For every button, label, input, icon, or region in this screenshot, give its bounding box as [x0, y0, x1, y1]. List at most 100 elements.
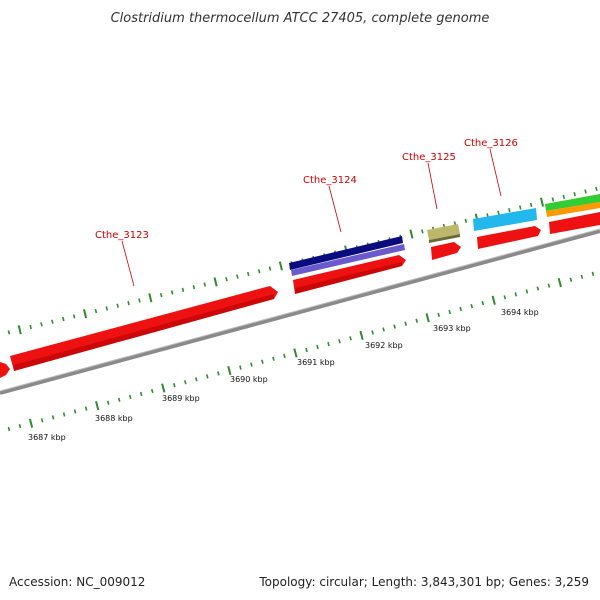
leader-cthe-3123: [121, 240, 135, 287]
lower-tick-minor: [7, 426, 11, 432]
upper-tick-minor: [29, 324, 32, 330]
cds-bar-cthe-3125-khaki[interactable]: [427, 224, 460, 240]
lower-tick-minor: [195, 377, 198, 382]
lower-tick-minor: [173, 383, 176, 388]
lower-tick-minor: [40, 418, 44, 423]
upper-tick-major: [83, 309, 88, 319]
kbp-label-3691: 3691 kbp: [297, 358, 335, 367]
upper-tick-minor: [225, 277, 228, 282]
lower-tick-minor: [470, 303, 474, 309]
accession-text: Accession: NC_009012: [9, 575, 145, 589]
upper-tick-minor: [51, 319, 54, 324]
lower-tick-track: [7, 271, 595, 432]
lower-tick-minor: [415, 318, 418, 323]
gene-label-cthe-3126[interactable]: Cthe_3126: [464, 138, 518, 149]
lower-tick-minor: [371, 330, 374, 335]
lower-tick-major: [557, 278, 562, 288]
gene-label-cthe-3125[interactable]: Cthe_3125: [402, 152, 456, 163]
gene-label-cthe-3123[interactable]: Cthe_3123: [95, 230, 149, 241]
genome-info-text: Topology: circular; Length: 3,843,301 bp…: [258, 575, 589, 589]
upper-tick-minor: [562, 194, 566, 199]
cds-bar-orange[interactable]: [546, 202, 600, 217]
cds-bar-green[interactable]: [545, 194, 600, 211]
lower-tick-major: [161, 383, 166, 393]
kbp-label-3690: 3690 kbp: [230, 375, 268, 384]
upper-tick-minor: [421, 229, 424, 234]
cds-bar-cthe-3125-khaki-base: [429, 234, 460, 243]
leader-cthe-3124: [328, 185, 342, 233]
gene-arrow-cthe-3123-shade: [14, 294, 274, 371]
upper-tick-major: [409, 229, 414, 239]
lower-tick-major: [95, 401, 100, 411]
upper-tick-minor: [497, 210, 500, 215]
upper-tick-minor: [105, 306, 109, 311]
upper-tick-minor: [247, 271, 250, 276]
cds-bar-cthe-3124-dark[interactable]: [289, 236, 403, 270]
lower-tick-minor: [547, 283, 551, 288]
upper-tick-minor: [138, 298, 141, 303]
kbp-label-3694: 3694 kbp: [501, 308, 539, 317]
upper-tick-minor: [94, 308, 98, 314]
lower-tick-minor: [459, 306, 462, 312]
upper-tick-minor: [584, 189, 587, 194]
kbp-label-3687: 3687 kbp: [28, 433, 66, 442]
upper-tick-minor: [127, 301, 130, 306]
leader-cthe-3125: [427, 162, 438, 210]
upper-tick-minor: [464, 218, 468, 223]
upper-tick-minor: [62, 316, 65, 322]
lower-tick-minor: [525, 289, 529, 294]
lower-tick-minor: [316, 344, 319, 350]
lower-tick-major: [359, 330, 364, 340]
gene-label-cthe-3124[interactable]: Cthe_3124: [303, 175, 357, 186]
lower-tick-major: [425, 313, 430, 323]
upper-tick-minor: [595, 186, 598, 191]
gene-track: [0, 194, 600, 378]
lower-tick-minor: [591, 271, 595, 277]
lower-tick-minor: [327, 342, 330, 347]
lower-tick-minor: [283, 353, 286, 359]
kbp-label-3693: 3693 kbp: [433, 324, 471, 333]
upper-tick-minor: [508, 208, 511, 213]
lower-tick-minor: [272, 356, 275, 361]
lower-tick-minor: [117, 397, 121, 402]
upper-tick-major: [17, 325, 22, 335]
lower-tick-minor: [150, 388, 154, 394]
upper-tick-minor: [7, 330, 11, 335]
kbp-tick-labels: 3687 kbp 3688 kbp 3689 kbp 3690 kbp 3691…: [28, 308, 539, 442]
upper-tick-major: [213, 277, 218, 287]
kbp-label-3689: 3689 kbp: [162, 394, 200, 403]
upper-tick-minor: [268, 266, 272, 271]
upper-tick-minor: [181, 287, 185, 292]
gene-arrow-cthe-3126[interactable]: [477, 226, 541, 249]
upper-tick-minor: [192, 285, 196, 290]
lower-tick-minor: [448, 309, 451, 315]
gene-arrow-cthe-3124-shade: [295, 262, 402, 294]
cds-bar-cthe-3124-purple[interactable]: [291, 244, 405, 276]
lower-tick-minor: [239, 365, 242, 370]
gene-arrow-partial[interactable]: [0, 362, 10, 378]
lower-tick-minor: [514, 292, 518, 297]
gene-arrow-right-edge[interactable]: [549, 212, 600, 234]
upper-tick-minor: [236, 274, 239, 279]
upper-tick-minor: [573, 192, 576, 197]
upper-tick-minor: [116, 303, 119, 308]
genome-backbone-highlight: [0, 228, 600, 392]
upper-tick-minor: [529, 202, 533, 207]
upper-tick-minor: [40, 322, 43, 327]
upper-tick-major: [539, 197, 545, 207]
cds-bar-cthe-3126-cyan[interactable]: [473, 208, 537, 231]
lower-tick-minor: [481, 301, 485, 306]
upper-tick-minor: [551, 197, 555, 202]
lower-tick-minor: [18, 424, 22, 429]
upper-tick-minor: [257, 269, 261, 274]
gene-arrow-cthe-3125[interactable]: [431, 242, 461, 260]
upper-tick-minor: [170, 290, 174, 295]
lower-tick-minor: [128, 394, 132, 399]
leader-cthe-3126: [489, 148, 502, 197]
lower-tick-minor: [84, 406, 88, 411]
gene-labels: Cthe_3123 Cthe_3124 Cthe_3125 Cthe_3126: [95, 138, 518, 287]
lower-tick-minor: [206, 374, 209, 379]
lower-tick-minor: [580, 274, 584, 279]
lower-tick-minor: [503, 295, 507, 300]
